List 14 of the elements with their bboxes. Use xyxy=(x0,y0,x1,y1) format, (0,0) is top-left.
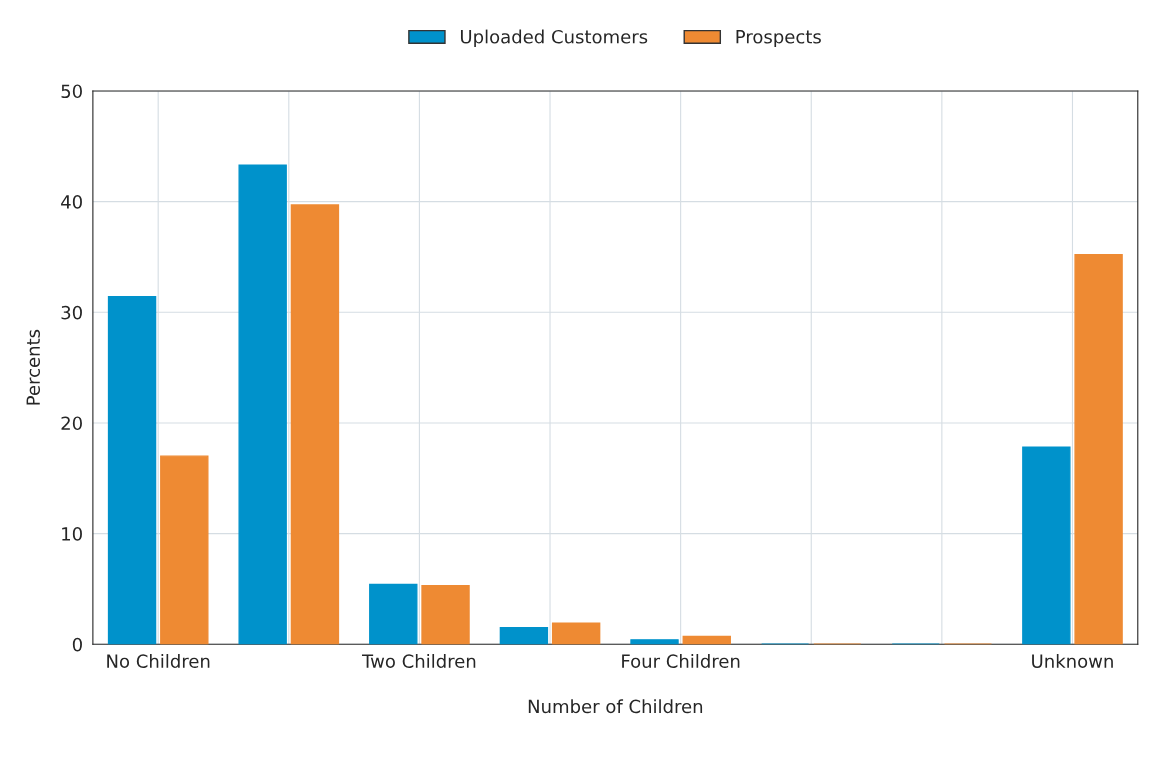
x-axis-title: Number of Children xyxy=(528,699,703,714)
y-tick-label: 10 xyxy=(62,527,82,541)
x-tick-label: Two Children xyxy=(362,654,476,668)
x-tick-label: Unknown xyxy=(1032,654,1113,668)
y-tick-label: 30 xyxy=(61,305,82,320)
legend-label: Uploaded Customers xyxy=(460,29,648,48)
legend-label: Prospects xyxy=(736,30,821,48)
x-tick-label: Four Children xyxy=(622,654,740,668)
y-tick-label: 40 xyxy=(61,195,82,209)
y-tick-label: 0 xyxy=(72,637,82,652)
y-axis-title: Percents xyxy=(26,329,41,405)
y-tick-label: 20 xyxy=(61,416,82,431)
x-tick-label: No Children xyxy=(107,654,210,668)
y-tick-label: 50 xyxy=(61,84,82,99)
